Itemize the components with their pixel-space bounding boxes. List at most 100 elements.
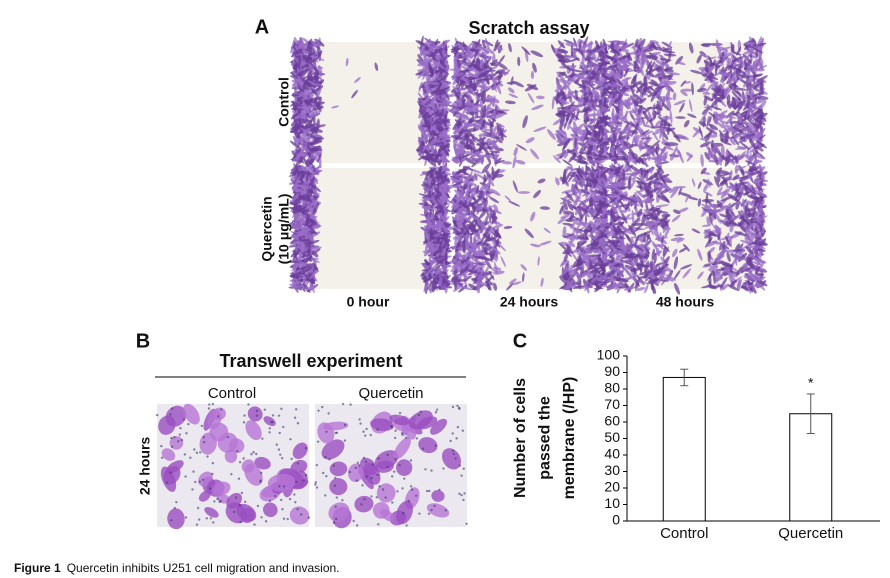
cell xyxy=(604,86,618,90)
cell xyxy=(454,47,459,57)
cell xyxy=(569,92,573,103)
cell xyxy=(418,45,426,57)
cell xyxy=(435,130,445,140)
cell xyxy=(432,61,445,68)
cell xyxy=(599,141,607,147)
cell xyxy=(717,83,723,93)
cell xyxy=(616,113,626,124)
cell xyxy=(460,77,469,81)
cell xyxy=(718,71,732,77)
cell xyxy=(492,95,496,108)
cell xyxy=(630,86,636,99)
cell xyxy=(292,55,299,62)
cell xyxy=(503,69,511,76)
cell xyxy=(672,92,677,101)
cell xyxy=(648,65,653,74)
cell xyxy=(602,38,608,52)
cell xyxy=(657,116,666,122)
cell xyxy=(331,105,339,109)
cell xyxy=(705,56,717,61)
cell xyxy=(531,104,544,111)
cell xyxy=(476,154,491,158)
cell xyxy=(734,67,747,75)
cell xyxy=(571,69,585,73)
cell xyxy=(452,120,460,131)
cell xyxy=(625,94,635,105)
cell xyxy=(659,58,671,61)
cell xyxy=(700,153,704,168)
cell xyxy=(417,70,426,79)
cell xyxy=(308,119,313,129)
cell xyxy=(666,72,681,76)
cell xyxy=(609,95,618,105)
cell xyxy=(547,129,556,140)
cell xyxy=(607,124,616,129)
cell xyxy=(623,120,636,127)
cell xyxy=(439,82,452,90)
cell xyxy=(459,144,464,153)
cell xyxy=(648,81,660,87)
cell xyxy=(431,90,446,95)
cell xyxy=(736,122,746,126)
cell xyxy=(443,113,447,127)
cell xyxy=(746,82,752,92)
cell xyxy=(425,156,434,166)
cell xyxy=(374,62,379,71)
cell xyxy=(658,77,667,87)
cell xyxy=(438,108,445,120)
cell xyxy=(683,119,690,128)
cell xyxy=(680,80,687,87)
cell xyxy=(418,81,423,93)
cell xyxy=(707,117,711,126)
cell xyxy=(652,66,664,71)
cell xyxy=(628,51,638,55)
cell xyxy=(472,112,479,121)
cell xyxy=(297,54,302,68)
cell xyxy=(310,127,320,131)
cell xyxy=(478,137,487,141)
cell xyxy=(618,99,628,107)
cell xyxy=(487,137,498,148)
cell xyxy=(710,106,723,111)
cell xyxy=(419,140,425,152)
cell xyxy=(712,94,722,103)
cell xyxy=(659,123,670,127)
cell xyxy=(751,46,764,54)
cell xyxy=(591,51,597,63)
cell xyxy=(669,110,673,124)
cell xyxy=(471,103,479,112)
cell xyxy=(664,66,674,71)
cell xyxy=(724,154,731,167)
cell xyxy=(462,41,468,54)
cell xyxy=(476,158,484,164)
cell xyxy=(755,114,761,122)
cell xyxy=(470,62,479,72)
cell xyxy=(676,61,686,66)
cell xyxy=(598,83,611,91)
cell xyxy=(424,150,432,159)
cell xyxy=(489,144,497,153)
cell xyxy=(512,81,524,88)
cell xyxy=(295,148,302,155)
cell xyxy=(418,126,427,136)
cell xyxy=(298,153,309,158)
cell xyxy=(291,94,300,97)
cell xyxy=(651,130,659,142)
cell xyxy=(301,108,312,115)
cell xyxy=(730,103,737,110)
cell xyxy=(472,135,483,144)
cell xyxy=(702,116,706,128)
cell xyxy=(468,40,476,48)
cell xyxy=(620,91,630,97)
cell xyxy=(308,128,311,139)
cell xyxy=(558,106,565,115)
cell xyxy=(728,83,738,88)
cell xyxy=(299,125,310,129)
cell xyxy=(427,81,440,86)
cell xyxy=(703,132,711,139)
cell xyxy=(313,77,319,89)
cell xyxy=(613,60,627,65)
cell xyxy=(703,59,714,68)
cell xyxy=(662,48,671,52)
cell xyxy=(313,138,323,143)
